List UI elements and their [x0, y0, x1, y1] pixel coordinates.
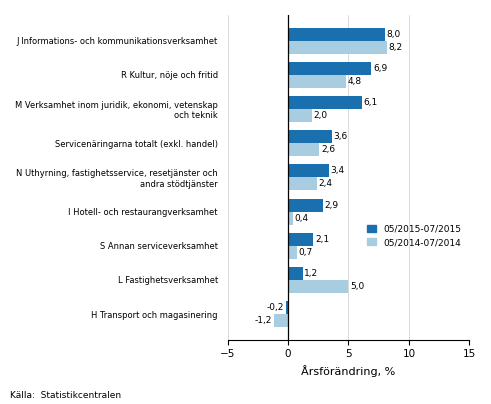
- Text: 2,4: 2,4: [319, 179, 332, 188]
- Text: 5,0: 5,0: [350, 282, 364, 291]
- Text: 0,7: 0,7: [298, 248, 312, 257]
- Text: 4,8: 4,8: [348, 77, 362, 86]
- Bar: [288, 96, 362, 109]
- Bar: [288, 62, 372, 75]
- Text: 8,2: 8,2: [388, 43, 403, 52]
- X-axis label: Årsförändring, %: Årsförändring, %: [301, 365, 396, 377]
- Bar: [286, 301, 288, 314]
- Bar: [288, 212, 293, 225]
- Bar: [288, 280, 349, 293]
- Text: -1,2: -1,2: [255, 316, 272, 325]
- Bar: [273, 314, 288, 327]
- Text: 3,4: 3,4: [330, 166, 345, 175]
- Text: 6,9: 6,9: [373, 64, 387, 73]
- Bar: [288, 198, 323, 212]
- Text: 2,1: 2,1: [315, 235, 329, 244]
- Bar: [288, 27, 385, 41]
- Legend: 05/2015-07/2015, 05/2014-07/2014: 05/2015-07/2015, 05/2014-07/2014: [363, 221, 465, 250]
- Bar: [288, 41, 387, 54]
- Text: 3,6: 3,6: [333, 132, 347, 141]
- Text: 0,4: 0,4: [294, 214, 308, 223]
- Bar: [288, 75, 346, 88]
- Text: 2,6: 2,6: [321, 145, 335, 154]
- Bar: [288, 233, 313, 246]
- Bar: [288, 267, 302, 280]
- Text: Källa:  Statistikcentralen: Källa: Statistikcentralen: [10, 391, 121, 400]
- Bar: [288, 177, 317, 190]
- Bar: [288, 164, 329, 177]
- Text: 8,0: 8,0: [386, 29, 401, 39]
- Bar: [288, 130, 331, 143]
- Text: 2,9: 2,9: [325, 200, 339, 210]
- Text: 2,0: 2,0: [314, 111, 328, 120]
- Bar: [288, 109, 312, 122]
- Text: 1,2: 1,2: [304, 269, 318, 278]
- Bar: [288, 246, 297, 259]
- Text: -0,2: -0,2: [267, 303, 284, 312]
- Bar: [288, 143, 320, 156]
- Text: 6,1: 6,1: [363, 98, 378, 107]
